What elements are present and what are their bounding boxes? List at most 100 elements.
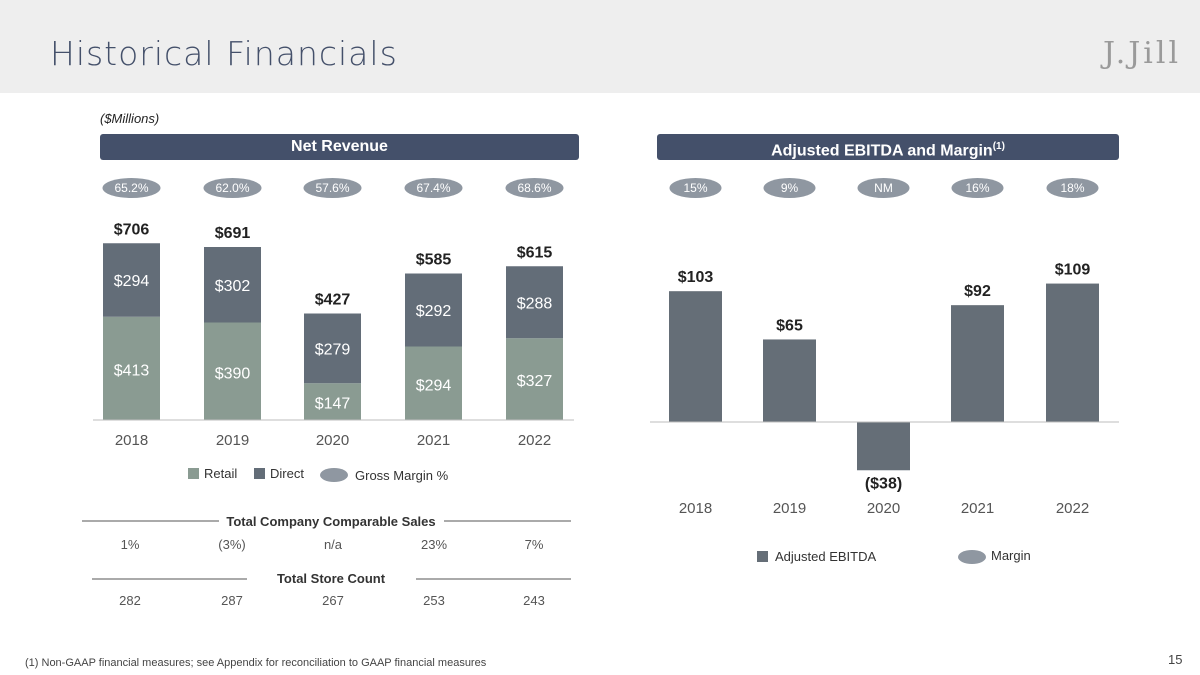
comp-sales-value: n/a [324,537,343,552]
retail-value-label: $294 [416,377,452,394]
comp-sales-value: (3%) [218,537,245,552]
comp-sales-value: 23% [421,537,447,552]
revenue-year-label: 2022 [518,432,551,449]
ebitda-legend-label: Adjusted EBITDA [775,549,876,564]
ebitda-bar-2019 [763,339,816,422]
page-number: 15 [1168,652,1183,667]
retail-value-label: $390 [215,365,251,382]
retail-value-label: $413 [114,362,150,379]
units-note: ($Millions) [100,111,160,126]
header-bar: Historical Financials J.Jill [0,0,1200,93]
retail-value-label: $147 [315,396,351,413]
ebitda-title-footnote-marker: (1) [992,141,1005,152]
ebitda-margin-pill [669,178,722,198]
ebitda-year-label: 2020 [867,500,900,517]
retail-value-label: $327 [517,373,553,390]
gross-margin-label: 65.2% [114,181,148,195]
margin-legend-swatch [958,550,986,564]
ebitda-margin-label: 9% [781,181,799,195]
page-title: Historical Financials [50,34,398,73]
direct-value-label: $294 [114,273,150,290]
ebitda-banner: Adjusted EBITDA and Margin(1) [657,134,1119,160]
margin-legend-label: Margin [991,548,1031,563]
total-value-label: $427 [315,292,351,309]
ebitda-legend-swatch [757,551,768,562]
ebitda-margin-pill [951,178,1004,198]
ebitda-bar-2020 [857,422,910,471]
revenue-year-label: 2020 [316,432,349,449]
store-count-value: 287 [221,593,243,608]
direct-value-label: $288 [517,295,553,312]
gross-margin-pill [102,178,161,198]
direct-value-label: $292 [416,303,452,320]
ebitda-value-label: $109 [1055,262,1091,279]
ebitda-bar-2018 [669,291,722,422]
ebitda-year-label: 2018 [679,500,712,517]
gross-margin-legend-swatch [320,468,348,482]
direct-bar-2022 [506,266,563,339]
direct-legend-swatch [254,468,265,479]
ebitda-value-label: $65 [776,317,803,334]
direct-value-label: $279 [315,341,351,358]
ebitda-margin-pill [1046,178,1099,198]
direct-bar-2018 [103,243,160,317]
gross-margin-pill [505,178,564,198]
gross-margin-pill [203,178,262,198]
footnote: (1) Non-GAAP financial measures; see App… [25,657,487,669]
store-count-value: 253 [423,593,445,608]
ebitda-margin-pill [857,178,910,198]
ebitda-year-label: 2021 [961,500,994,517]
retail-bar-2019 [204,322,261,420]
ebitda-margin-label: 18% [1060,181,1084,195]
ebitda-year-label: 2019 [773,500,806,517]
retail-legend-label: Retail [204,466,237,481]
retail-legend-swatch [188,468,199,479]
net-revenue-title: Net Revenue [291,138,388,155]
gross-margin-label: 67.4% [416,181,450,195]
ebitda-margin-label: NM [874,181,893,195]
direct-legend-label: Direct [270,466,304,481]
comp-sales-value: 1% [121,537,140,552]
total-value-label: $706 [114,221,150,238]
ebitda-bar-2021 [951,305,1004,422]
store-count-value: 243 [523,593,545,608]
ebitda-margin-label: 16% [965,181,989,195]
ebitda-value-label: $103 [678,269,714,286]
ebitda-bar-2022 [1046,283,1099,422]
total-value-label: $691 [215,225,251,242]
net-revenue-banner: Net Revenue [100,134,579,160]
store-count-value: 267 [322,593,344,608]
brand-logo: J.Jill [1103,36,1182,71]
store-count-title: Total Store Count [277,571,386,586]
retail-bar-2018 [103,316,160,420]
retail-bar-2020 [304,383,361,420]
ebitda-value-label: ($38) [865,475,902,492]
retail-bar-2021 [405,346,462,420]
ebitda-margin-pill [763,178,816,198]
retail-bar-2022 [506,338,563,420]
direct-bar-2019 [204,247,261,323]
total-value-label: $615 [517,244,553,261]
comp-sales-value: 7% [525,537,544,552]
revenue-year-label: 2019 [216,432,249,449]
revenue-year-label: 2018 [115,432,148,449]
gross-margin-legend-label: Gross Margin % [355,468,449,483]
gross-margin-label: 68.6% [517,181,551,195]
ebitda-title: Adjusted EBITDA and Margin [771,142,993,160]
ebitda-value-label: $92 [964,283,991,300]
direct-bar-2020 [304,313,361,384]
gross-margin-label: 57.6% [315,181,349,195]
ebitda-margin-label: 15% [683,181,707,195]
ebitda-chart: $103 2018 15% $65 2019 9% ($38) 2020 NM $92 2021 16… [650,178,1119,564]
revenue-year-label: 2021 [417,432,450,449]
gross-margin-label: 62.0% [215,181,249,195]
total-value-label: $585 [416,252,452,269]
comp-sales-title: Total Company Comparable Sales [226,514,435,529]
ebitda-year-label: 2022 [1056,500,1089,517]
direct-value-label: $302 [215,278,251,295]
direct-bar-2021 [405,273,462,347]
store-count-value: 282 [119,593,141,608]
gross-margin-pill [303,178,362,198]
net-revenue-chart: $413 $294 $706 2018 65.2% $390 $302 $691 2019 62.… [93,178,574,483]
